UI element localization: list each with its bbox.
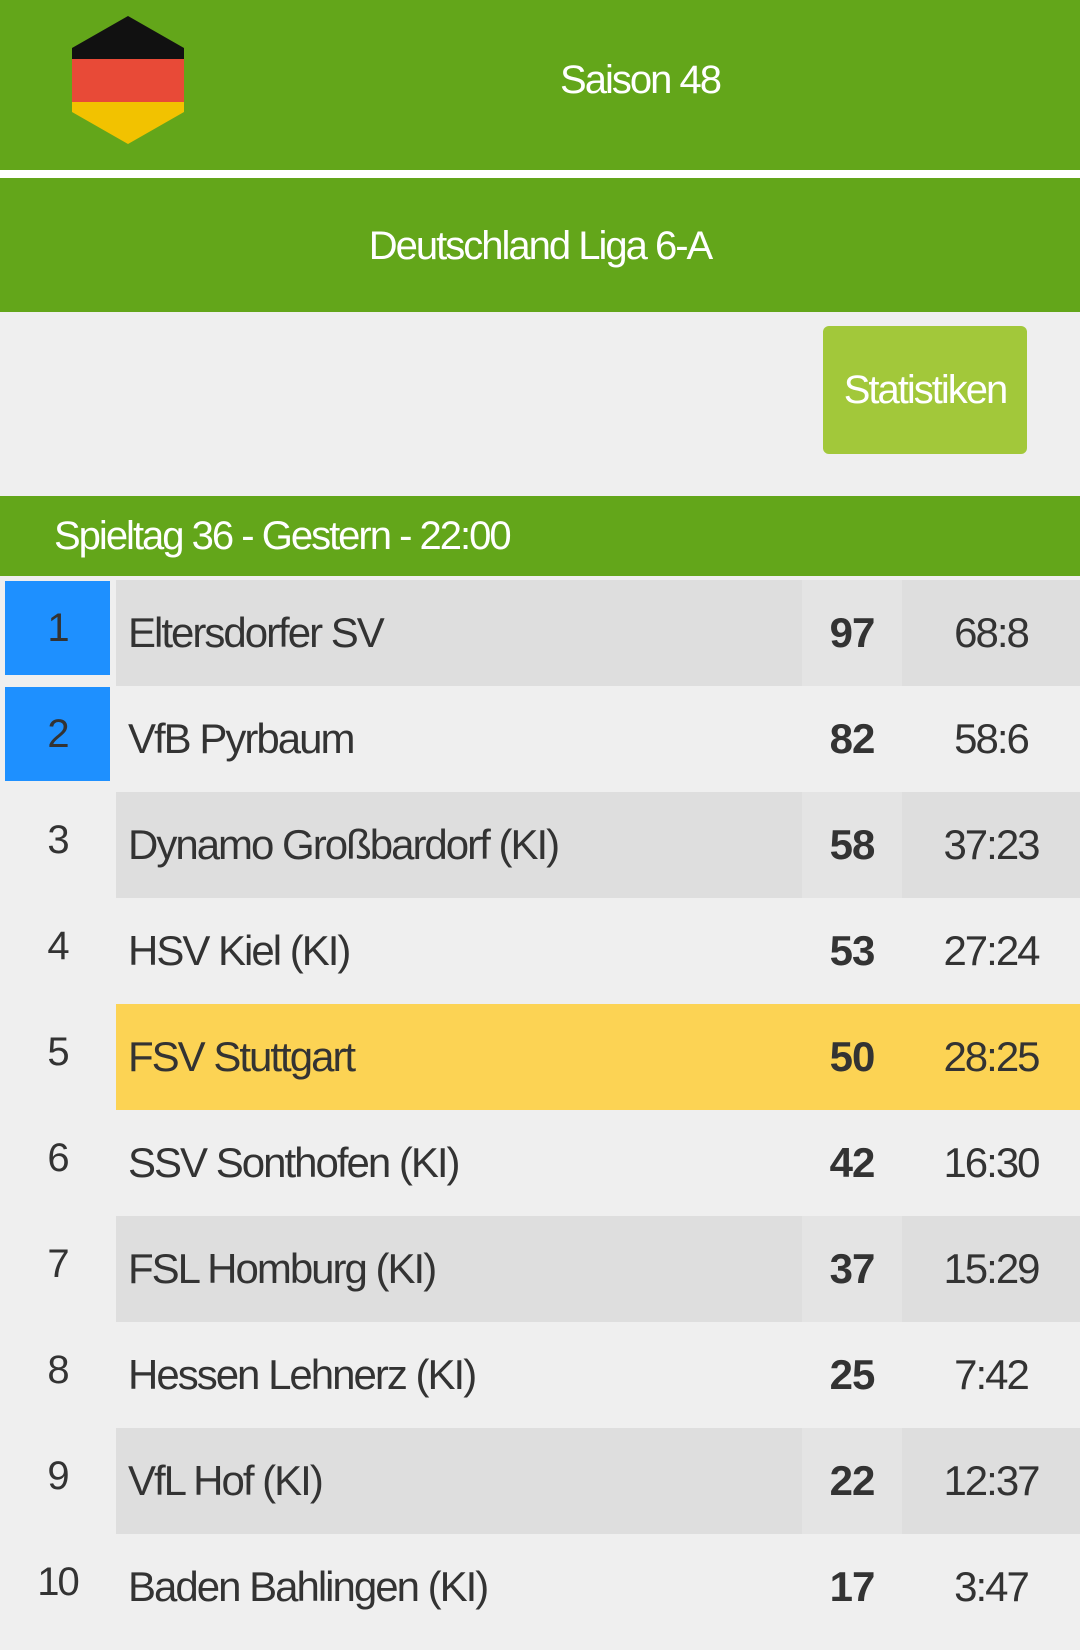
rank-cell: 1 — [5, 581, 110, 675]
points-cell: 53 — [829, 927, 876, 974]
points-cell: 50 — [802, 1004, 902, 1110]
team-name: VfL Hof (KI) — [128, 1457, 324, 1504]
points-cell: 82 — [829, 715, 876, 762]
table-row[interactable]: 5 FSV Stuttgart 50 28:25 — [0, 1004, 1080, 1110]
points-cell: 17 — [829, 1563, 876, 1610]
header-divider — [0, 170, 1080, 178]
points-cell: 97 — [802, 580, 902, 686]
table-row[interactable]: 2 VfB Pyrbaum 82 58:6 — [0, 686, 1080, 792]
team-cell: SSV Sonthofen (KI) — [116, 1110, 802, 1216]
table-row[interactable]: 9 VfL Hof (KI) 22 12:37 — [0, 1428, 1080, 1534]
goals-cell: 7:42 — [954, 1351, 1030, 1398]
goals-cell: 58:6 — [954, 715, 1030, 762]
goals-cell: 37:23 — [902, 792, 1080, 898]
table-row[interactable]: 10 Baden Bahlingen (KI) 17 3:47 — [0, 1534, 1080, 1640]
team-cell: Baden Bahlingen (KI) — [116, 1534, 802, 1640]
season-title: Saison 48 — [560, 58, 722, 102]
matchday-header: Spieltag 36 - Gestern - 22:00 — [0, 496, 1080, 576]
team-name: HSV Kiel (KI) — [128, 927, 351, 974]
goals-cell: 3:47 — [954, 1563, 1030, 1610]
standings-table: 1 Eltersdorfer SV 97 68:8 2 VfB Pyrbaum … — [0, 580, 1080, 1640]
germany-flag-icon — [72, 16, 184, 144]
team-name: FSV Stuttgart — [128, 1033, 356, 1080]
goals-cell: 12:37 — [902, 1428, 1080, 1534]
team-cell: Dynamo Großbardorf (KI) — [116, 792, 802, 898]
team-cell: FSL Homburg (KI) — [116, 1216, 802, 1322]
team-cell: FSV Stuttgart — [116, 1004, 802, 1110]
team-name: Hessen Lehnerz (KI) — [128, 1351, 477, 1398]
rank-cell: 3 — [47, 818, 69, 862]
goals-cell: 27:24 — [943, 927, 1040, 974]
team-cell: VfB Pyrbaum — [116, 686, 802, 792]
league-header: Deutschland Liga 6-A — [0, 178, 1080, 312]
points-cell: 25 — [829, 1351, 876, 1398]
team-name: Baden Bahlingen (KI) — [128, 1563, 489, 1610]
rank-cell: 5 — [47, 1030, 69, 1074]
points-cell: 42 — [829, 1139, 876, 1186]
season-header: Saison 48 — [0, 0, 1080, 178]
rank-cell: 9 — [47, 1454, 69, 1498]
matchday-label: Spieltag 36 - Gestern - 22:00 — [54, 514, 512, 558]
league-title: Deutschland Liga 6-A — [368, 224, 713, 268]
rank-cell: 2 — [5, 687, 110, 781]
team-cell: Eltersdorfer SV — [116, 580, 802, 686]
rank-cell: 4 — [47, 924, 69, 968]
goals-cell: 15:29 — [902, 1216, 1080, 1322]
table-row[interactable]: 8 Hessen Lehnerz (KI) 25 7:42 — [0, 1322, 1080, 1428]
table-row[interactable]: 4 HSV Kiel (KI) 53 27:24 — [0, 898, 1080, 1004]
table-row[interactable]: 7 FSL Homburg (KI) 37 15:29 — [0, 1216, 1080, 1322]
rank-cell: 8 — [47, 1348, 69, 1392]
team-cell: Hessen Lehnerz (KI) — [116, 1322, 802, 1428]
rank-cell: 10 — [37, 1560, 80, 1604]
team-name: Dynamo Großbardorf (KI) — [128, 821, 560, 868]
statistics-button[interactable]: Statistiken — [823, 326, 1027, 454]
points-cell: 37 — [802, 1216, 902, 1322]
team-cell: VfL Hof (KI) — [116, 1428, 802, 1534]
table-row[interactable]: 6 SSV Sonthofen (KI) 42 16:30 — [0, 1110, 1080, 1216]
team-cell: HSV Kiel (KI) — [116, 898, 802, 1004]
points-cell: 58 — [802, 792, 902, 898]
team-name: FSL Homburg (KI) — [128, 1245, 437, 1292]
goals-cell: 16:30 — [943, 1139, 1040, 1186]
team-name: Eltersdorfer SV — [128, 609, 385, 656]
rank-cell: 7 — [47, 1242, 69, 1286]
rank-cell: 6 — [47, 1136, 69, 1180]
team-name: SSV Sonthofen (KI) — [128, 1139, 461, 1186]
goals-cell: 28:25 — [902, 1004, 1080, 1110]
table-row[interactable]: 1 Eltersdorfer SV 97 68:8 — [0, 580, 1080, 686]
points-cell: 22 — [802, 1428, 902, 1534]
table-row[interactable]: 3 Dynamo Großbardorf (KI) 58 37:23 — [0, 792, 1080, 898]
goals-cell: 68:8 — [902, 580, 1080, 686]
team-name: VfB Pyrbaum — [128, 715, 355, 762]
